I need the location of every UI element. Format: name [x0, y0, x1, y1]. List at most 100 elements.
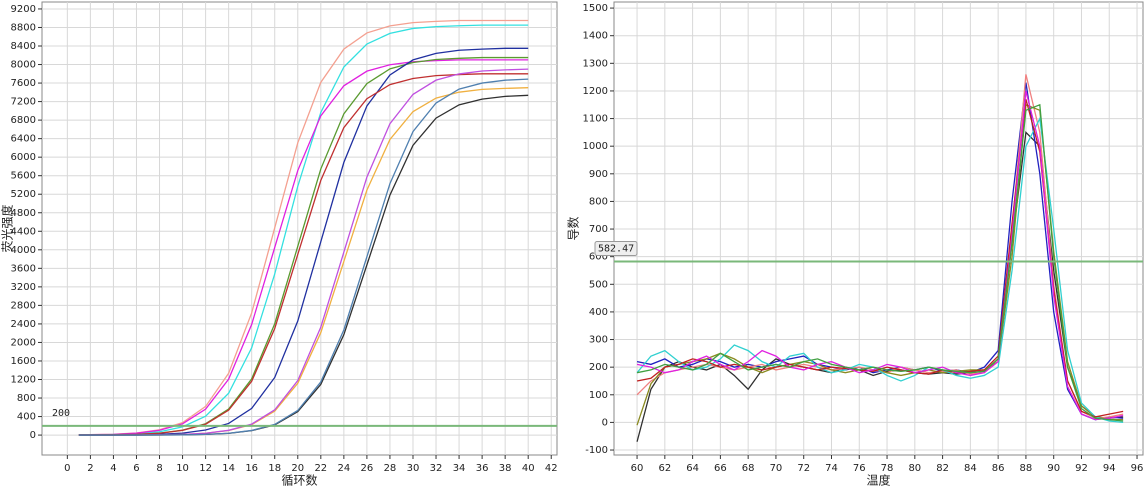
y-tick-label: 500 [589, 279, 608, 290]
x-axis-title: 温度 [866, 473, 890, 488]
x-tick-label: 28 [384, 463, 397, 474]
x-tick-label: 92 [1075, 463, 1088, 474]
x-tick-label: 90 [1047, 463, 1060, 474]
y-tick-label: 0 [602, 417, 608, 428]
x-tick-label: 80 [908, 463, 921, 474]
panel: 0400800120016002000240028003200360040004… [0, 1, 558, 488]
x-axis-title: 循环数 [281, 473, 317, 488]
y-tick-label: 6800 [11, 115, 36, 126]
y-tick-label: 1000 [583, 141, 608, 152]
threshold-label: 200 [52, 408, 70, 419]
threshold-label: 582.47 [598, 244, 634, 255]
y-tick-label: 2000 [11, 337, 36, 348]
y-tick-label: 300 [589, 335, 608, 346]
x-tick-label: 78 [881, 463, 894, 474]
data-line [78, 73, 529, 436]
data-line [78, 24, 529, 436]
x-tick-label: 6 [133, 463, 139, 474]
x-tick-label: 14 [222, 463, 235, 474]
y-axis-title: 导数 [566, 216, 581, 240]
y-tick-label: 2800 [11, 300, 36, 311]
y-tick-label: 700 [589, 224, 608, 235]
x-tick-label: 76 [853, 463, 866, 474]
x-tick-label: 0 [64, 463, 70, 474]
x-tick-label: 30 [407, 463, 420, 474]
y-tick-label: 2400 [11, 319, 36, 330]
x-tick-label: 18 [268, 463, 281, 474]
y-tick-label: 1200 [583, 86, 608, 97]
y-tick-label: 4800 [11, 208, 36, 219]
x-tick-label: 4 [110, 463, 116, 474]
x-tick-label: 82 [936, 463, 949, 474]
x-tick-label: 86 [992, 463, 1005, 474]
x-tick-label: 96 [1131, 463, 1144, 474]
x-tick-label: 72 [797, 463, 810, 474]
threshold-label-box [594, 241, 638, 257]
y-tick-label: 1100 [583, 114, 608, 125]
y-tick-label: 8400 [11, 41, 36, 52]
x-tick-label: 12 [199, 463, 212, 474]
y-axis-title: 荧光强度 [0, 204, 15, 252]
x-tick-label: 62 [658, 463, 671, 474]
x-tick-label: 16 [245, 463, 258, 474]
x-tick-label: 60 [631, 463, 644, 474]
x-tick-label: 40 [522, 463, 535, 474]
y-tick-label: 1300 [583, 58, 608, 69]
x-tick-label: 70 [770, 463, 783, 474]
x-tick-label: 74 [825, 463, 838, 474]
y-tick-label: 8800 [11, 22, 36, 33]
panel: -100 0 100 200 300 400 500 600 700 800 900 1000 1100… [566, 1, 1144, 488]
y-tick-label: 5600 [11, 171, 36, 182]
x-tick-label: 42 [545, 463, 558, 474]
x-tick-label: 94 [1103, 463, 1116, 474]
x-tick-label: 10 [176, 463, 189, 474]
y-tick-label: 4000 [11, 245, 36, 256]
x-tick-label: 2 [87, 463, 93, 474]
y-tick-label: 100 [589, 390, 608, 401]
y-tick-label: 9200 [11, 4, 36, 15]
y-tick-label: 3600 [11, 263, 36, 274]
x-tick-label: 32 [430, 463, 443, 474]
x-tick-label: 64 [686, 463, 699, 474]
plot-area [613, 1, 1144, 456]
y-tick-label: 800 [589, 196, 608, 207]
x-tick-label: 8 [156, 463, 162, 474]
x-tick-label: 22 [314, 463, 327, 474]
y-tick-label: 5200 [11, 189, 36, 200]
y-tick-label: 1200 [11, 375, 36, 386]
y-tick-label: 1500 [583, 3, 608, 14]
data-line [636, 103, 1124, 422]
x-tick-label: 38 [499, 463, 512, 474]
data-line [78, 59, 529, 436]
y-tick-label: 400 [589, 307, 608, 318]
y-tick-label: 7600 [11, 78, 36, 89]
y-tick-label: 8000 [11, 60, 36, 71]
x-tick-label: 26 [361, 463, 374, 474]
x-tick-label: 24 [337, 463, 350, 474]
y-tick-label: 1600 [11, 356, 36, 367]
x-tick-label: 88 [1020, 463, 1033, 474]
y-tick-label: -100 [585, 445, 608, 456]
y-tick-label: 0 [30, 430, 36, 441]
y-tick-label: 3200 [11, 282, 36, 293]
x-tick-label: 66 [714, 463, 727, 474]
x-tick-label: 68 [742, 463, 755, 474]
y-tick-label: 6400 [11, 134, 36, 145]
y-tick-label: 800 [17, 393, 36, 404]
y-tick-label: 1400 [583, 31, 608, 42]
x-tick-label: 34 [453, 463, 466, 474]
plot-area [41, 1, 558, 456]
data-line [636, 90, 1124, 421]
x-tick-label: 84 [964, 463, 977, 474]
data-line [78, 78, 529, 436]
y-tick-label: 900 [589, 169, 608, 180]
y-tick-label: 7200 [11, 97, 36, 108]
y-tick-label: 400 [17, 412, 36, 423]
y-tick-label: 4400 [11, 226, 36, 237]
y-tick-label: 200 [589, 362, 608, 373]
y-tick-label: 600 [589, 252, 608, 263]
y-tick-label: 6000 [11, 152, 36, 163]
x-tick-label: 20 [291, 463, 304, 474]
